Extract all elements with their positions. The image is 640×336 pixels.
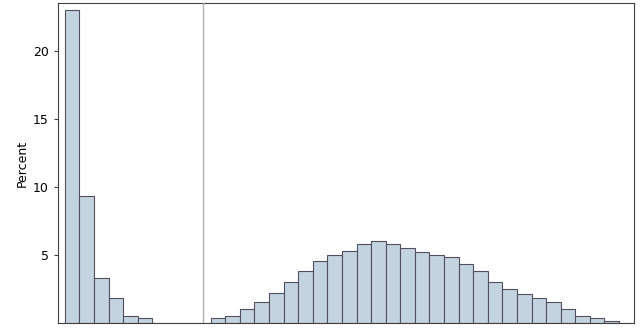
Bar <box>444 257 459 323</box>
Bar <box>371 241 386 323</box>
Bar <box>532 298 546 323</box>
Bar <box>79 196 94 323</box>
Y-axis label: Percent: Percent <box>15 139 29 186</box>
Bar <box>138 319 152 323</box>
Bar <box>94 278 109 323</box>
Bar <box>225 316 240 323</box>
Bar <box>517 294 532 323</box>
Bar <box>429 255 444 323</box>
Bar <box>211 319 225 323</box>
Bar <box>124 316 138 323</box>
Bar <box>561 309 575 323</box>
Bar <box>546 302 561 323</box>
Bar <box>65 10 79 323</box>
Bar <box>342 251 356 323</box>
Bar <box>328 255 342 323</box>
Bar <box>488 282 502 323</box>
Bar <box>400 248 415 323</box>
Bar <box>255 302 269 323</box>
Bar <box>109 298 124 323</box>
Bar <box>459 264 473 323</box>
Bar <box>269 293 284 323</box>
Bar <box>298 271 313 323</box>
Bar <box>284 282 298 323</box>
Bar <box>473 271 488 323</box>
Bar <box>415 252 429 323</box>
Bar <box>502 289 517 323</box>
Bar <box>386 244 400 323</box>
Bar <box>313 261 328 323</box>
Bar <box>356 244 371 323</box>
Bar <box>575 316 590 323</box>
Bar <box>240 309 255 323</box>
Bar <box>590 319 604 323</box>
Bar <box>604 321 619 323</box>
